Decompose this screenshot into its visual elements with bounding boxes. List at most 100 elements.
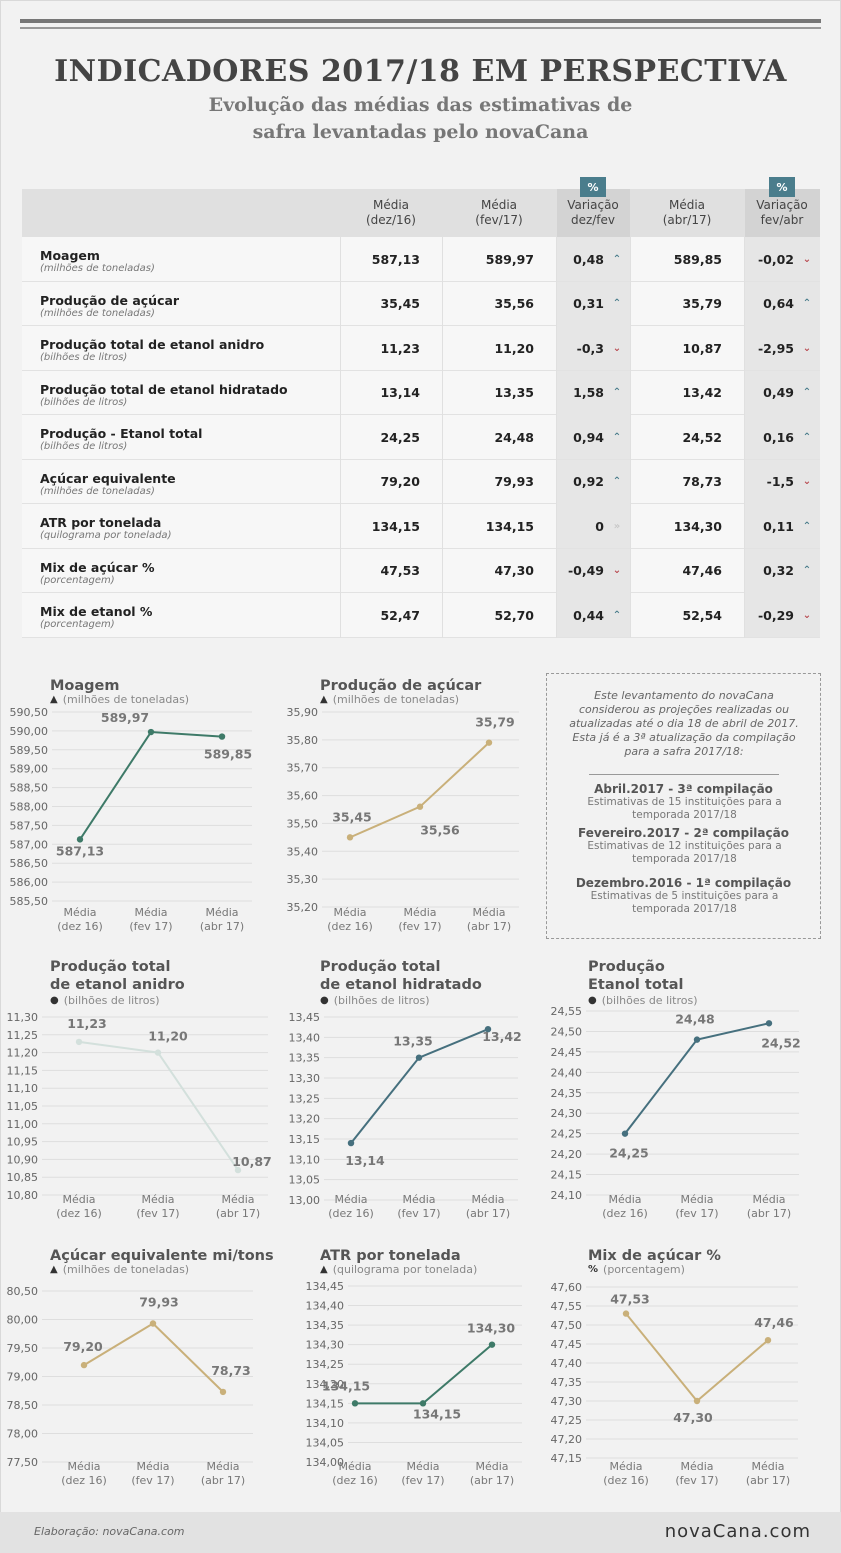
table-col-header: Média (dez/16) bbox=[340, 189, 442, 237]
arrow-up-icon: ⌃ bbox=[612, 431, 622, 443]
variation-value: -0,3 bbox=[576, 340, 604, 356]
chart-unit-label: (porcentagem) bbox=[603, 1263, 685, 1276]
variation-value: 0,44 bbox=[573, 607, 604, 623]
variation-value: 0 bbox=[595, 518, 604, 534]
info-item-title: Dezembro.2016 - 1ª compilação bbox=[575, 876, 792, 890]
variation-cell: 0,49 ⌃ bbox=[744, 370, 820, 415]
table-col-header: Média (abr/17) bbox=[630, 189, 744, 237]
info-box: Este levantamento do novaCana considerou… bbox=[546, 673, 821, 939]
row-unit: (milhões de toneladas) bbox=[40, 263, 155, 274]
cell-value: 24,52 bbox=[682, 429, 722, 445]
variation-cell: 0,11 ⌃ bbox=[744, 504, 820, 548]
variation-value: 0,48 bbox=[573, 251, 604, 267]
col-header-line2: dez/fev bbox=[570, 213, 616, 227]
variation-value: 1,58 bbox=[573, 385, 604, 400]
info-item-desc: Estimativas de 15 instituições para a te… bbox=[587, 796, 782, 821]
arrow-up-icon: ⌃ bbox=[802, 431, 812, 443]
col-header-line2: (dez/16) bbox=[366, 213, 416, 227]
arrow-down-icon: ⌄ bbox=[802, 476, 812, 487]
variation-cell: -0,49 ⌄ bbox=[556, 548, 630, 593]
value-cell: 134,15 bbox=[340, 504, 442, 548]
value-cell: 35,45 bbox=[340, 282, 442, 326]
value-cell: 587,13 bbox=[340, 237, 442, 281]
value-cell: 13,14 bbox=[340, 371, 442, 415]
variation-value: -2,95 bbox=[757, 340, 794, 356]
weight-icon: ▲ bbox=[320, 1264, 328, 1275]
row-label: Mix de açúcar % bbox=[40, 559, 155, 575]
cell-value: 79,20 bbox=[380, 474, 420, 489]
col-header-line1: Média bbox=[372, 198, 410, 212]
cell-value: 79,93 bbox=[494, 474, 534, 489]
footer-logo: novaCana.com bbox=[664, 1521, 811, 1542]
value-cell: 134,15 bbox=[442, 504, 556, 548]
variation-cell: -0,02 ⌄ bbox=[744, 237, 820, 281]
value-cell: 52,47 bbox=[340, 593, 442, 637]
chart-unit: ▲ (quilograma por tonelada) bbox=[320, 1263, 477, 1276]
cell-value: 35,79 bbox=[682, 296, 722, 311]
chart-unit: ● (bilhões de litros) bbox=[588, 994, 698, 1007]
cell-value: 13,35 bbox=[494, 385, 534, 400]
chart-title: Açúcar equivalente mi/tons bbox=[50, 1248, 274, 1264]
row-unit: (milhões de toneladas) bbox=[40, 307, 155, 319]
chart-unit-label: (milhões de toneladas) bbox=[332, 693, 460, 706]
footer: Elaboração: novaCana.com novaCana.com bbox=[0, 1512, 841, 1553]
variation-value: 0,32 bbox=[763, 563, 794, 578]
arrow-up-icon: ⌃ bbox=[802, 520, 812, 532]
info-intro: Este levantamento do novaCana considerou… bbox=[569, 689, 799, 758]
chart-unit: ▲ (milhões de toneladas) bbox=[50, 1263, 189, 1276]
value-cell: 79,93 bbox=[442, 460, 556, 504]
table-col-header: Variação fev/abr bbox=[744, 189, 820, 237]
cell-value: 35,56 bbox=[494, 296, 534, 311]
cell-value: 589,85 bbox=[673, 251, 722, 267]
chart-unit-label: (milhões de toneladas) bbox=[62, 693, 190, 706]
chart-unit-label: (bilhões de litros) bbox=[63, 994, 160, 1007]
chart-unit-label: (bilhões de litros) bbox=[601, 994, 698, 1007]
variation-cell: 0» bbox=[556, 504, 630, 548]
variation-value: 0,31 bbox=[573, 296, 604, 311]
chart-unit: ● (bilhões de litros) bbox=[320, 994, 430, 1007]
cell-value: 10,87 bbox=[682, 340, 722, 356]
cell-value: 35,45 bbox=[380, 296, 420, 311]
variation-cell: 0,48 ⌃ bbox=[556, 237, 630, 281]
value-cell: 79,20 bbox=[340, 460, 442, 504]
arrow-up-icon: ⌃ bbox=[612, 609, 622, 621]
weight-icon: ▲ bbox=[50, 1264, 58, 1275]
column-divider bbox=[340, 189, 341, 638]
percent-icon: % bbox=[588, 1264, 599, 1275]
table-body: Moagem (milhões de toneladas) 587,13 589,97… bbox=[22, 237, 820, 638]
value-cell: 10,87 bbox=[630, 326, 744, 370]
arrow-down-icon: ⌄ bbox=[802, 609, 812, 621]
chart-unit: ▲ (milhões de toneladas) bbox=[320, 693, 459, 706]
variation-cell: -2,95 ⌄ bbox=[744, 326, 820, 370]
weight-icon: ▲ bbox=[50, 694, 58, 705]
table-row: Produção total de etanol anidro (bilhões … bbox=[22, 326, 820, 371]
row-label: Moagem bbox=[40, 248, 100, 263]
top-rule bbox=[20, 19, 821, 23]
info-item-desc: Estimativas de 5 instituições para a tem… bbox=[590, 890, 779, 915]
arrow-down-icon: ⌄ bbox=[802, 253, 812, 265]
chart-unit: % (porcentagem) bbox=[588, 1263, 685, 1276]
cell-value: 47,46 bbox=[682, 563, 722, 578]
page-title: INDICADORES 2017/18 EM PERSPECTIVA bbox=[54, 54, 787, 89]
variation-cell: 0,92 ⌃ bbox=[556, 459, 630, 504]
row-label: Produção total de etanol hidratado bbox=[40, 381, 288, 397]
chart-unit-label: (quilograma por tonelada) bbox=[332, 1263, 478, 1276]
cell-value: 47,30 bbox=[494, 563, 534, 578]
indicators-table: Média (dez/16) Média (fev/17) Variação dez/fe… bbox=[22, 177, 820, 638]
cell-value: 24,48 bbox=[494, 429, 534, 445]
arrow-up-icon: ⌃ bbox=[802, 298, 812, 309]
arrow-down-icon: ⌄ bbox=[612, 342, 622, 354]
table-col-header: Média (fev/17) bbox=[442, 189, 556, 237]
col-header-line1: Variação bbox=[567, 198, 619, 212]
cell-value: 52,54 bbox=[682, 607, 722, 623]
variation-cell: 0,44 ⌃ bbox=[556, 593, 630, 637]
value-cell: 13,35 bbox=[442, 371, 556, 415]
table-row: Mix de açúcar % (porcentagem) 47,53 47,30 -0… bbox=[22, 548, 820, 593]
value-cell: 47,30 bbox=[442, 549, 556, 593]
variation-value: -0,02 bbox=[757, 251, 794, 267]
cell-value: 13,42 bbox=[682, 385, 722, 400]
value-cell: 35,56 bbox=[442, 282, 556, 326]
info-item-desc: Estimativas de 12 instituições para a te… bbox=[587, 840, 782, 865]
variation-cell: -1,5 ⌄ bbox=[744, 459, 820, 504]
row-label: Açúcar equivalente bbox=[40, 470, 176, 486]
